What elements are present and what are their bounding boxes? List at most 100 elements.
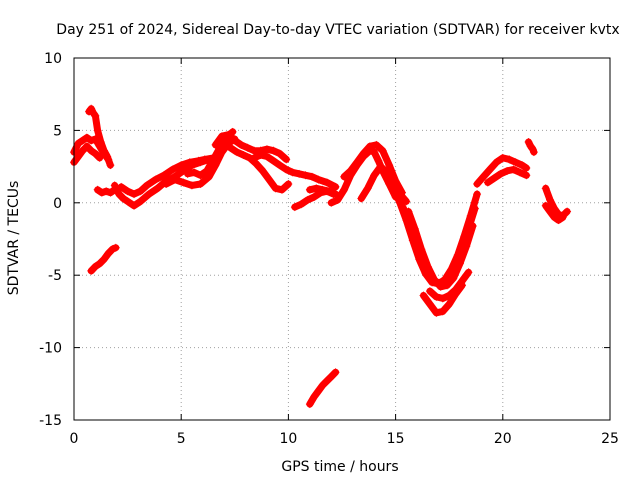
data-point xyxy=(232,148,241,157)
data-point xyxy=(541,201,550,210)
data-point xyxy=(346,166,355,175)
data-point xyxy=(492,158,501,167)
data-point xyxy=(123,197,132,206)
data-point xyxy=(333,195,342,204)
data-point xyxy=(331,182,340,191)
data-point xyxy=(385,161,394,170)
data-point xyxy=(130,201,139,210)
data-point xyxy=(119,194,128,203)
data-point xyxy=(430,275,439,284)
data-point xyxy=(436,282,445,291)
data-point xyxy=(322,178,331,187)
data-point xyxy=(470,204,479,213)
y-tick-label: 10 xyxy=(44,51,62,67)
data-point xyxy=(100,146,109,155)
data-point xyxy=(563,207,572,216)
data-point xyxy=(250,146,259,155)
data-point xyxy=(190,168,199,177)
data-point xyxy=(503,166,512,175)
data-point xyxy=(95,153,104,162)
data-point xyxy=(187,181,196,190)
data-point xyxy=(372,140,381,149)
data-point xyxy=(102,187,111,196)
series-arc-dip-c xyxy=(404,207,477,291)
data-point xyxy=(96,137,105,146)
data-point xyxy=(522,171,531,180)
series-arc-afternoon-b xyxy=(305,184,340,199)
data-point xyxy=(402,197,411,206)
data-point xyxy=(301,171,310,180)
data-point xyxy=(438,307,447,316)
series-arc-noon-a xyxy=(226,143,293,194)
data-point xyxy=(432,308,441,317)
data-point xyxy=(473,179,482,188)
data-point xyxy=(297,200,306,209)
data-point xyxy=(211,140,220,149)
data-point xyxy=(524,137,533,146)
data-point xyxy=(282,155,291,164)
series-arc-dip-low-2 xyxy=(425,268,473,303)
y-tick-label: 0 xyxy=(53,196,62,212)
data-point xyxy=(479,172,488,181)
data-point xyxy=(160,171,169,180)
data-point xyxy=(331,368,340,377)
plot-frame xyxy=(73,57,611,421)
data-point xyxy=(142,181,151,190)
data-point xyxy=(123,187,132,196)
data-point xyxy=(145,190,154,199)
data-point xyxy=(250,153,259,162)
data-point xyxy=(87,104,96,113)
data-point xyxy=(136,197,145,206)
data-point xyxy=(363,184,372,193)
data-point xyxy=(505,155,514,164)
series-band xyxy=(227,144,292,194)
data-point xyxy=(325,187,334,196)
data-point xyxy=(312,184,321,193)
data-point xyxy=(110,181,119,190)
series-band xyxy=(525,138,538,156)
data-point xyxy=(423,262,432,271)
data-point xyxy=(303,195,312,204)
series-arc-early-low xyxy=(93,185,119,197)
data-point xyxy=(153,184,162,193)
data-point xyxy=(237,140,246,149)
data-point xyxy=(425,300,434,309)
series-arc-late-b xyxy=(541,201,567,225)
data-point xyxy=(269,156,278,165)
data-point xyxy=(498,153,507,162)
data-point xyxy=(91,111,100,120)
data-point xyxy=(82,142,91,151)
data-point xyxy=(74,152,83,161)
data-point xyxy=(170,175,179,184)
y-axis-label: SDTVAR / TECUs xyxy=(6,181,22,296)
data-point xyxy=(100,255,109,264)
data-point xyxy=(106,161,115,170)
data-point xyxy=(541,184,550,193)
data-point xyxy=(359,149,368,158)
data-point xyxy=(554,216,563,225)
data-point xyxy=(269,146,278,155)
data-point xyxy=(314,175,323,184)
data-point xyxy=(196,171,205,180)
data-point xyxy=(136,187,145,196)
data-point xyxy=(378,146,387,155)
data-point xyxy=(445,300,454,309)
chart-title: Day 251 of 2024, Sidereal Day-to-day VTE… xyxy=(56,22,619,38)
data-point xyxy=(550,213,559,222)
data-point xyxy=(258,166,267,175)
data-point xyxy=(464,268,473,277)
data-point xyxy=(528,145,537,154)
data-point xyxy=(327,372,336,381)
data-point xyxy=(445,291,454,300)
x-tick-label: 0 xyxy=(70,431,79,447)
data-point xyxy=(87,146,96,155)
data-point xyxy=(78,146,87,155)
data-point xyxy=(277,185,286,194)
data-point xyxy=(417,245,426,254)
data-point xyxy=(275,149,284,158)
data-point xyxy=(93,126,102,135)
data-point xyxy=(224,130,233,139)
data-point xyxy=(404,207,413,216)
data-point xyxy=(78,136,87,145)
